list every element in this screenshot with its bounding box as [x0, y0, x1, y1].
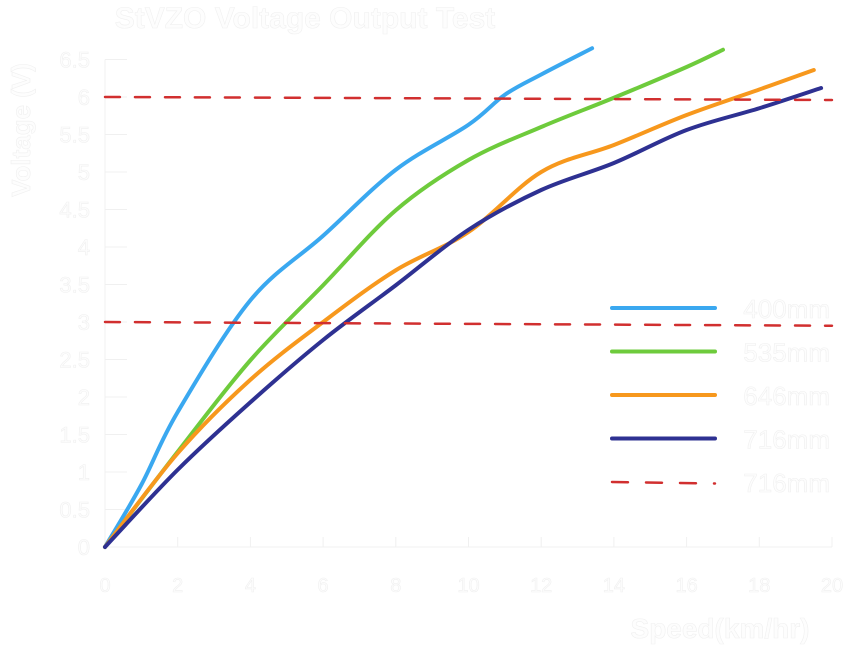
y-tick-label: 4	[78, 235, 90, 260]
x-tick-label: 6	[318, 575, 329, 597]
x-tick-label: 4	[245, 575, 256, 597]
legend-label: 716mm	[743, 468, 830, 498]
legend-swatch	[610, 480, 717, 485]
y-tick-label: 5.5	[59, 123, 90, 148]
series-line-716mm	[103, 86, 824, 549]
x-axis-label: Speed(km/hr)	[631, 613, 810, 644]
series-line-400mm	[103, 46, 595, 549]
y-tick-label: 1	[78, 460, 90, 485]
x-tick-label: 0	[99, 575, 110, 597]
y-tick-label: 6.5	[59, 48, 90, 73]
y-tick-label: 3.5	[59, 273, 90, 298]
y-tick-label: 0.5	[59, 498, 90, 523]
chart-title: StVZO Voltage Output Test	[115, 2, 496, 35]
y-axis-label: Voltage (V)	[6, 63, 36, 197]
y-tick-label: 6	[78, 85, 90, 110]
y-tick-label: 4.5	[59, 198, 90, 223]
legend-label: 646mm	[743, 381, 830, 411]
legend-label: 400mm	[743, 294, 830, 324]
x-tick-label: 18	[748, 575, 770, 597]
x-tick-label: 2	[172, 575, 183, 597]
y-tick-label: 2.5	[59, 348, 90, 373]
x-tick-label: 12	[530, 575, 552, 597]
x-tick-label: 8	[390, 575, 401, 597]
series-line-535mm	[103, 47, 725, 549]
y-tick-label: 3	[78, 310, 90, 335]
y-tick-label: 1.5	[59, 423, 90, 448]
y-tick-label: 0	[78, 535, 90, 560]
x-tick-label: 14	[603, 575, 625, 597]
y-tick-label: 2	[78, 385, 90, 410]
x-tick-label: 10	[457, 575, 479, 597]
series-line-dashed-5	[103, 320, 834, 327]
legend-label: 535mm	[743, 338, 830, 368]
series-line-716mm	[103, 95, 834, 102]
y-tick-label: 5	[78, 160, 90, 185]
x-tick-label: 16	[675, 575, 697, 597]
x-tick-label: 20	[821, 575, 843, 597]
legend-label: 716mm	[743, 425, 830, 455]
